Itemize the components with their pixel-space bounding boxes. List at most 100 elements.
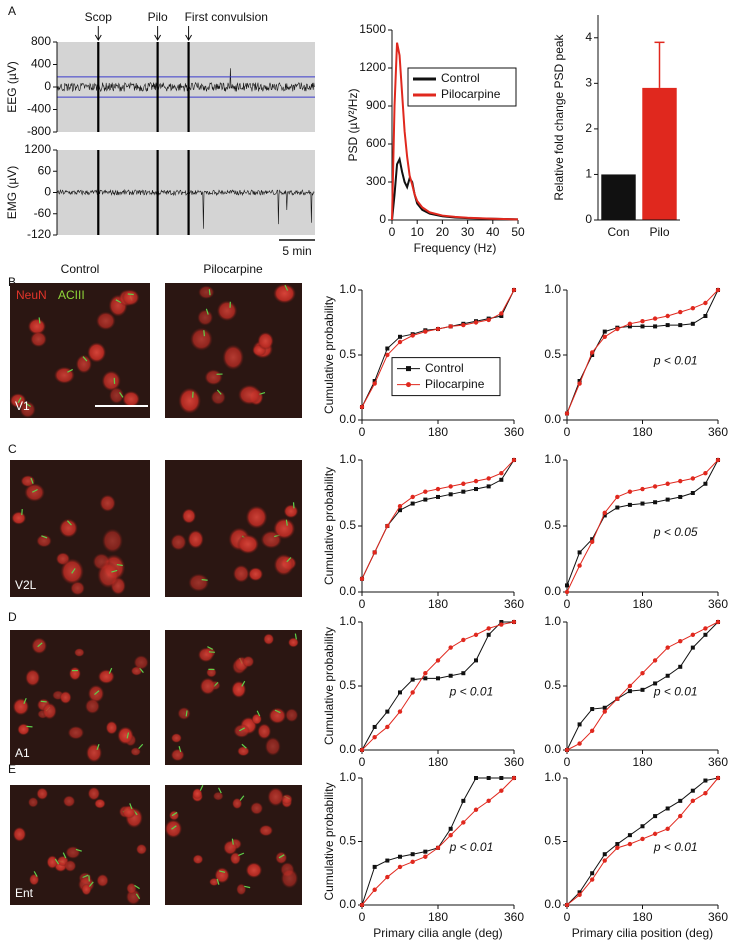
marker	[565, 590, 569, 594]
region-label: V1	[15, 399, 30, 413]
p-value: p < 0.05	[653, 525, 698, 539]
marker	[703, 482, 707, 486]
y-tick-label: 0.0	[544, 742, 561, 756]
x-axis-label: Primary cilia position (deg)	[572, 926, 713, 940]
marker	[512, 288, 516, 292]
marker	[373, 725, 377, 729]
y-tick-label: 1.0	[339, 770, 356, 784]
neuron	[263, 633, 274, 644]
y-tick-label: 1.0	[339, 452, 356, 466]
neuron	[170, 534, 186, 551]
marker	[423, 498, 427, 502]
y-tick-label: 0	[585, 212, 592, 226]
x-tick-label: 0	[359, 425, 366, 439]
marker	[678, 323, 682, 327]
marker	[474, 479, 478, 483]
y-tick-label: 3	[585, 76, 592, 90]
y-tick-label: 1.0	[339, 282, 356, 296]
neuron	[198, 285, 214, 299]
y-tick-label: 1.0	[544, 282, 561, 296]
y-tick-label: 1200	[359, 60, 386, 74]
cilium	[202, 580, 208, 581]
x-tick-label: 360	[708, 755, 728, 769]
neuron	[94, 799, 105, 809]
neuron	[96, 312, 116, 331]
y-tick-label: 0.5	[544, 678, 561, 692]
x-tick-label: 360	[708, 425, 728, 439]
marker	[577, 741, 581, 745]
neuron	[106, 721, 118, 735]
marker	[385, 875, 389, 879]
marker	[486, 318, 490, 322]
neuron	[252, 714, 262, 725]
x-tick-label: 0	[564, 910, 571, 924]
neuron	[36, 788, 48, 800]
neuron	[188, 573, 209, 591]
marker	[653, 484, 657, 488]
x-tick-label: Pilo	[649, 225, 669, 239]
marker	[716, 776, 720, 780]
neuron	[87, 342, 106, 362]
neuron	[200, 678, 216, 695]
y-tick-label: -60	[34, 206, 52, 220]
marker	[678, 479, 682, 483]
x-tick-label: 360	[504, 597, 524, 611]
cilium	[204, 330, 205, 336]
neuron	[122, 289, 140, 306]
x-tick-label: 0	[564, 597, 571, 611]
legend-label: Control	[425, 361, 464, 375]
neuron	[182, 508, 196, 523]
marker	[423, 850, 427, 854]
marker	[666, 498, 670, 502]
marker	[691, 633, 695, 637]
neuron	[64, 860, 76, 872]
neuron	[60, 558, 84, 584]
marker	[411, 502, 415, 506]
stain-label: ACIII	[58, 288, 85, 302]
y-tick-label: 60	[38, 163, 52, 177]
marker	[474, 808, 478, 812]
neuron	[47, 855, 58, 869]
y-axis-label: PSD (µV²/Hz)	[346, 89, 360, 162]
y-tick-label: 0.5	[339, 678, 356, 692]
x-tick-label: 40	[486, 225, 500, 239]
neuron	[217, 300, 238, 321]
neuron	[233, 565, 250, 583]
neuron	[17, 723, 30, 735]
series-line	[567, 290, 718, 414]
neuron	[211, 390, 226, 405]
neuron	[25, 669, 40, 686]
marker	[436, 658, 440, 662]
marker	[449, 492, 453, 496]
marker	[641, 502, 645, 506]
y-tick-label: 0.5	[339, 518, 356, 532]
marker	[665, 482, 669, 486]
marker	[423, 671, 427, 675]
y-tick-label: 0.0	[339, 897, 356, 911]
y-tick-label: 0.0	[339, 742, 356, 756]
marker	[665, 645, 669, 649]
x-tick-label: 50	[511, 225, 525, 239]
marker	[423, 489, 427, 493]
stain-label: NeuN	[16, 288, 47, 302]
marker	[398, 504, 402, 508]
marker	[665, 314, 669, 318]
neuron	[246, 506, 268, 529]
neuron	[188, 530, 204, 549]
y-tick-label: -800	[27, 124, 51, 138]
marker	[703, 301, 707, 305]
y-tick-label: 0	[44, 185, 51, 199]
neuron	[74, 648, 85, 657]
marker	[360, 577, 364, 581]
neuron	[54, 367, 75, 384]
marker	[474, 776, 478, 780]
neuron	[242, 656, 254, 668]
marker	[461, 799, 465, 803]
panel-letter: C	[8, 442, 17, 456]
neuron	[237, 534, 259, 554]
panel-letter: D	[8, 610, 17, 624]
neuron	[273, 283, 296, 303]
marker	[499, 478, 503, 482]
neuron	[68, 726, 85, 740]
